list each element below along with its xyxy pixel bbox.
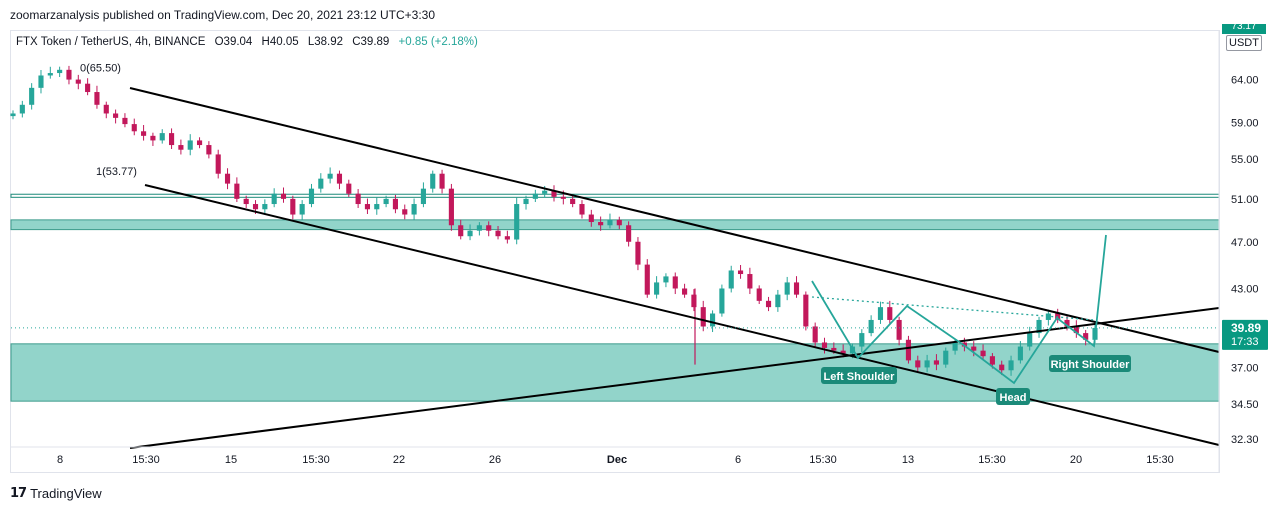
publisher-header: zoomarzanalysis published on TradingView… [10, 8, 436, 22]
symbol-name: FTX Token / TetherUS, 4h, BINANCE [16, 36, 206, 48]
top-price-badge: 73.17 [1222, 24, 1266, 34]
top-price-label: 73.17 [1231, 24, 1257, 32]
ohlc-high: H40.05 [261, 36, 299, 48]
price-axis: 64.00 59.00 55.00 51.00 47.00 43.00 37.00 34.50… [1218, 31, 1268, 473]
symbol-legend: FTX Token / TetherUS, 4h, BINANCE O39.04… [16, 36, 484, 48]
tradingview-logo-icon: 𝟭𝟳 [10, 485, 27, 500]
ohlc-open: O39.04 [214, 36, 253, 48]
tradingview-brand: TradingView [30, 485, 102, 501]
current-price-badge [1222, 319, 1268, 350]
price-tick-label: 32.30 [1231, 434, 1259, 446]
price-tick-label: 43.00 [1231, 283, 1259, 295]
currency-label: USDT [1229, 37, 1259, 49]
currency-selector[interactable]: USDT [1226, 35, 1262, 51]
current-price-value: 39.89 [1231, 321, 1261, 335]
price-tick-label: 51.00 [1231, 194, 1259, 206]
price-tick-label: 47.00 [1231, 237, 1259, 249]
tradingview-footer[interactable]: 𝟭𝟳 TradingView [10, 485, 102, 501]
countdown-value: 17:33 [1231, 336, 1259, 348]
price-tick-label: 34.50 [1231, 399, 1259, 411]
price-tick-label: 37.00 [1231, 362, 1259, 374]
price-tick-label: 64.00 [1231, 75, 1259, 87]
price-tick-label: 59.00 [1231, 117, 1259, 129]
price-tick-label: 55.00 [1231, 154, 1259, 166]
ohlc-low: L38.92 [307, 36, 344, 48]
ohlc-close: C39.89 [352, 36, 390, 48]
ohlc-change: +0.85 (+2.18%) [398, 36, 478, 48]
chart-frame[interactable] [10, 30, 1220, 473]
